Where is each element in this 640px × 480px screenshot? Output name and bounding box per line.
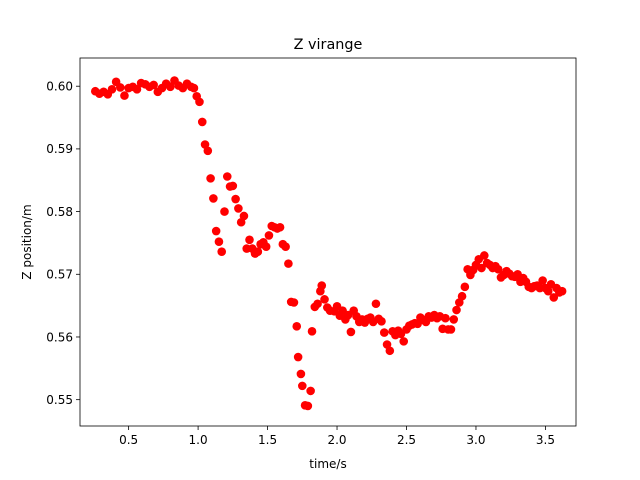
x-tick-label: 1.5 <box>258 433 277 447</box>
x-tick-label: 3.0 <box>466 433 485 447</box>
data-point <box>457 291 467 301</box>
data-point <box>446 325 456 334</box>
data-point <box>452 305 461 315</box>
data-point <box>284 259 293 268</box>
data-point <box>234 204 243 213</box>
data-point <box>549 293 559 302</box>
y-tick-label: 0.57 <box>46 268 73 282</box>
data-point <box>317 281 327 290</box>
data-point <box>385 346 395 356</box>
data-point <box>307 327 317 336</box>
data-point <box>306 386 315 396</box>
x-axis-ticks: 0.5 1.0 1.5 2.0 2.5 3.0 3.5 <box>119 426 555 447</box>
y-tick-label: 0.55 <box>46 393 73 407</box>
data-point <box>120 91 129 100</box>
data-point <box>480 251 489 260</box>
data-point <box>222 172 232 181</box>
data-point <box>149 80 158 90</box>
x-tick-label: 2.0 <box>327 433 346 447</box>
data-point <box>220 207 229 216</box>
data-point <box>261 242 271 251</box>
data-point <box>313 299 322 309</box>
y-tick-label: 0.60 <box>46 80 73 94</box>
data-point <box>346 327 356 337</box>
y-tick-label: 0.59 <box>46 142 73 156</box>
data-point <box>132 85 142 94</box>
data-point <box>231 194 240 204</box>
data-point <box>371 299 381 309</box>
y-axis-ticks: 0.55 0.56 0.57 0.58 0.59 0.60 <box>46 80 80 407</box>
data-point <box>460 282 470 292</box>
data-point <box>477 263 486 273</box>
x-tick-label: 3.5 <box>536 433 555 447</box>
y-tick-label: 0.56 <box>46 330 73 344</box>
data-point <box>189 83 199 93</box>
data-point <box>281 242 290 251</box>
data-point <box>107 85 117 94</box>
x-tick-label: 1.0 <box>189 433 208 447</box>
data-point <box>293 352 303 362</box>
data-point <box>441 313 450 323</box>
data-point <box>289 298 299 307</box>
data-point <box>292 322 302 331</box>
data-point <box>379 328 389 337</box>
y-tick-label: 0.58 <box>46 205 73 219</box>
data-point <box>206 174 215 183</box>
data-points <box>90 76 567 411</box>
data-point <box>239 211 249 221</box>
data-point <box>166 82 175 92</box>
plot-frame <box>79 57 577 427</box>
x-axis-label: time/s <box>309 457 346 471</box>
data-point <box>543 286 553 296</box>
x-tick-label: 0.5 <box>119 433 138 447</box>
chart-title: Z virange <box>294 37 363 53</box>
data-point <box>209 194 218 203</box>
data-point <box>557 286 567 296</box>
data-point <box>228 181 238 191</box>
data-point <box>296 369 306 379</box>
data-point <box>275 222 285 232</box>
x-tick-label: 2.5 <box>397 433 416 447</box>
data-point <box>320 295 329 304</box>
data-point <box>217 247 227 257</box>
data-point <box>303 401 313 411</box>
data-point <box>449 315 459 324</box>
data-point <box>298 381 307 391</box>
data-point <box>399 337 409 346</box>
data-point <box>538 276 547 285</box>
data-point <box>214 237 224 246</box>
data-point <box>245 235 254 245</box>
data-point <box>493 264 503 274</box>
data-point <box>211 226 221 236</box>
data-point <box>264 231 274 240</box>
data-point <box>377 317 386 326</box>
data-point <box>197 117 207 127</box>
data-point <box>253 247 263 257</box>
data-point <box>195 97 204 107</box>
data-point <box>115 83 125 92</box>
data-point <box>203 146 213 156</box>
y-axis-label: Z position/m <box>20 204 34 279</box>
